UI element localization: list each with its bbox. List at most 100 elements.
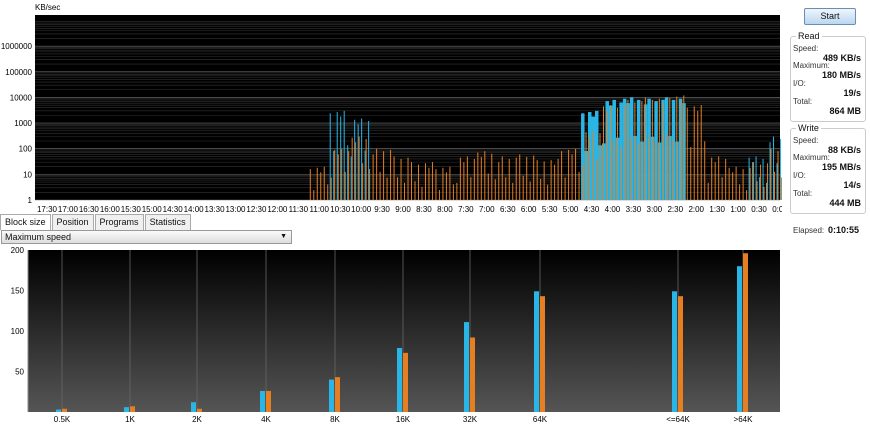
tab-position[interactable]: Position [51, 214, 94, 230]
write-bar [438, 190, 440, 200]
write-bar [655, 141, 657, 200]
write-bar [700, 105, 702, 200]
x-tick-label: 15:00 [142, 205, 163, 214]
write-bar [634, 102, 636, 200]
write-bar [428, 167, 430, 200]
x-tick-label: 12:30 [246, 205, 267, 214]
x-tick-label: 8K [330, 415, 340, 424]
read-io: 19/s [843, 88, 861, 98]
read-bar [329, 379, 334, 412]
elapsed-label: Elapsed: [793, 226, 825, 235]
write-bar [540, 296, 545, 412]
x-tick-label: 9:30 [374, 205, 390, 214]
x-tick-label: 10:00 [351, 205, 372, 214]
y-tick-label: 10 [23, 170, 32, 179]
x-tick-label: 1:00 [730, 205, 746, 214]
x-tick-label: 3:00 [647, 205, 663, 214]
write-bar [62, 408, 67, 412]
write-bar [335, 377, 340, 412]
write-bar [718, 156, 720, 200]
read-bar [56, 409, 61, 412]
write-bar [494, 179, 496, 200]
x-tick-label: 13:00 [225, 205, 246, 214]
write-bar [693, 106, 695, 200]
write-bar [327, 184, 329, 200]
x-tick-label: 17:30 [37, 205, 58, 214]
read-bar [595, 110, 599, 200]
write-bar [760, 164, 762, 200]
x-tick-label: 4:00 [605, 205, 621, 214]
write-bar [197, 408, 202, 412]
write-bar [589, 136, 591, 200]
x-tick-label: 0:00 [772, 205, 782, 214]
write-bar [637, 143, 639, 200]
y-tick-label: 50 [15, 368, 24, 377]
read-bar [340, 116, 342, 200]
write-bar [512, 182, 514, 200]
write-bar [630, 137, 632, 200]
read-bar [357, 124, 359, 200]
write-bar [721, 177, 723, 200]
elapsed-value: 0:10:55 [828, 225, 860, 235]
read-bar [780, 138, 781, 200]
read-bar [672, 291, 677, 412]
x-tick-label: 32K [463, 415, 478, 424]
tab-programs[interactable]: Programs [94, 214, 144, 230]
read-bar [397, 348, 402, 412]
write-bar [508, 158, 510, 200]
write-bar [582, 164, 584, 200]
write-bar [498, 162, 500, 200]
tab-block-size[interactable]: Block size [0, 214, 51, 230]
write-bar [477, 152, 479, 200]
write-bar [407, 157, 409, 200]
speed-label: Speed: [793, 136, 819, 145]
write-bar [341, 148, 343, 200]
write-bar [672, 140, 674, 200]
write-bar [683, 95, 685, 200]
read-bar [755, 156, 757, 200]
write-bar [491, 153, 493, 200]
write-bar [627, 99, 629, 200]
x-tick-label: 2K [192, 415, 202, 424]
write-bar [732, 172, 734, 200]
write-bar [753, 162, 755, 200]
write-max: 195 MB/s [821, 162, 861, 172]
write-bar [421, 186, 423, 200]
read-bar [737, 266, 742, 412]
write-bar [130, 406, 135, 412]
read-bar [534, 291, 539, 412]
write-bar [669, 97, 671, 200]
chevron-down-icon: ▼ [280, 233, 287, 240]
x-tick-label: 16:00 [100, 205, 121, 214]
write-bar [369, 168, 371, 200]
write-panel: Write Speed: 88 KB/s Maximum: 195 MB/s I… [790, 123, 866, 214]
write-bar [442, 167, 444, 200]
write-bar [641, 101, 643, 200]
y-tick-label: 100000 [5, 68, 32, 77]
x-tick-label: 4K [261, 415, 271, 424]
write-bar [466, 156, 468, 200]
y-tick-label: 150 [11, 287, 25, 296]
metric-select[interactable]: Maximum speed ▼ [1, 230, 292, 244]
write-bar [323, 166, 325, 200]
x-tick-label: 0.5K [54, 415, 71, 424]
write-bar [781, 177, 782, 200]
write-bar [770, 148, 772, 200]
start-button[interactable]: Start [804, 8, 856, 25]
write-bar [484, 151, 486, 200]
write-bar [658, 98, 660, 200]
write-bar [403, 352, 408, 412]
y-tick-label: 100 [19, 145, 33, 154]
tab-statistics[interactable]: Statistics [144, 214, 191, 230]
write-bar [351, 137, 353, 200]
max-label: Maximum: [793, 153, 830, 162]
write-bar [404, 182, 406, 200]
write-bar [557, 158, 559, 200]
x-tick-label: 16K [396, 415, 411, 424]
write-bar [707, 182, 709, 200]
y-tick-label: 100 [11, 327, 25, 336]
x-tick-label: 2:30 [667, 205, 683, 214]
write-bar [417, 164, 419, 200]
speed-label: Speed: [793, 44, 819, 53]
